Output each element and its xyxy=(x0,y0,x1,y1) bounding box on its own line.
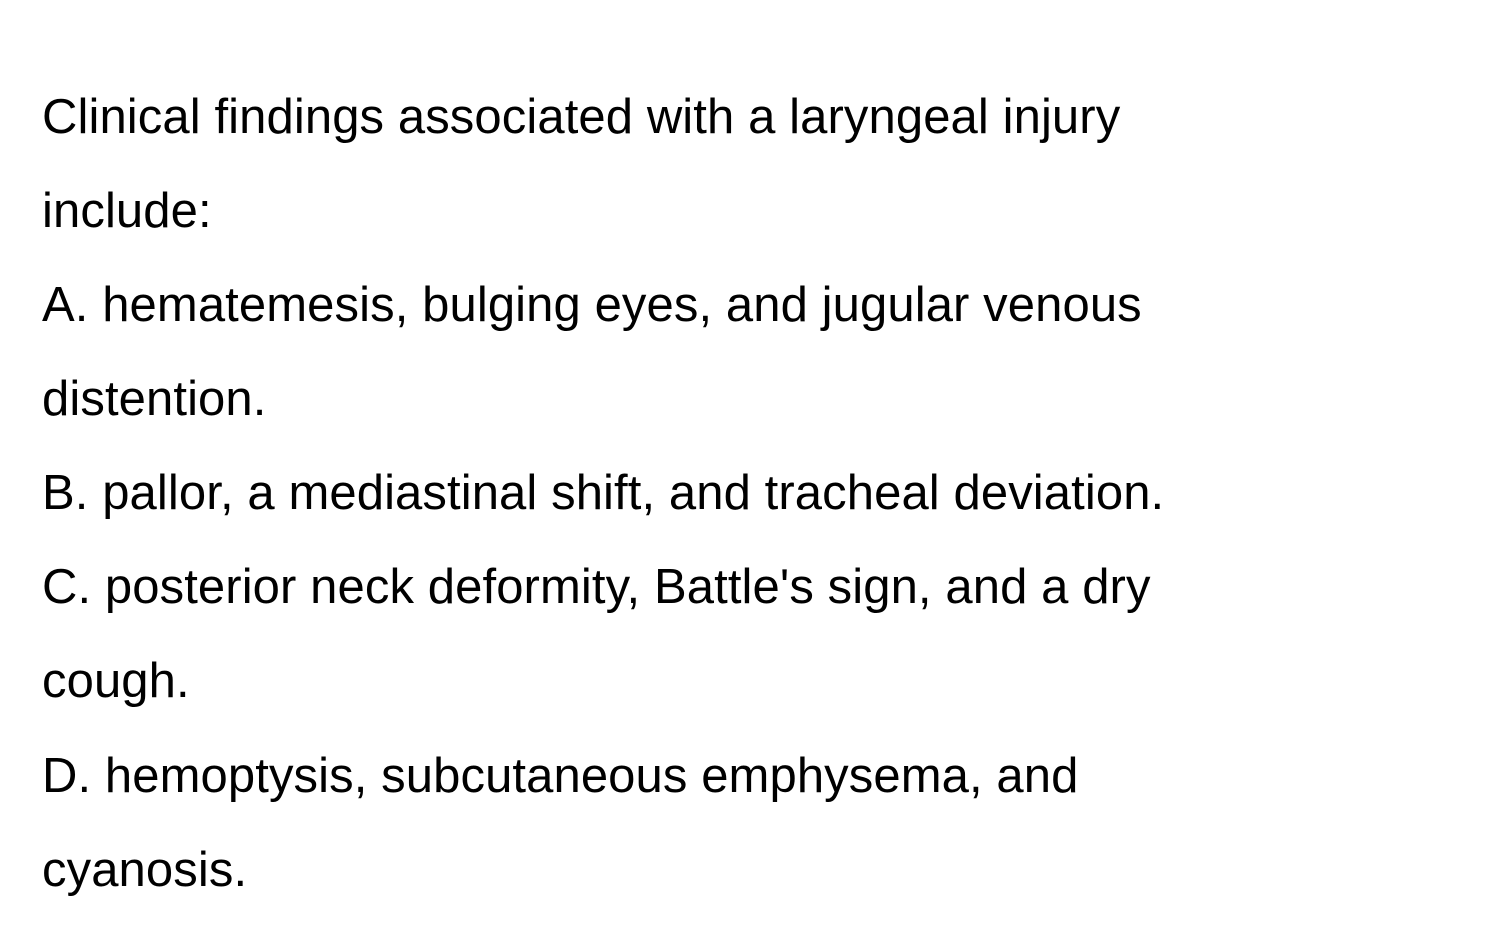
question-stem-line-2: include: xyxy=(42,184,212,238)
question-text-block: Clinical findings associated with a lary… xyxy=(42,70,1458,917)
question-container: Clinical findings associated with a lary… xyxy=(0,0,1500,917)
option-d-line-2: cyanosis. xyxy=(42,843,247,897)
option-c-line-1: C. posterior neck deformity, Battle's si… xyxy=(42,560,1151,614)
question-stem-line-1: Clinical findings associated with a lary… xyxy=(42,90,1120,144)
option-b: B. pallor, a mediastinal shift, and trac… xyxy=(42,466,1164,520)
option-a-line-2: distention. xyxy=(42,372,266,426)
option-c-line-2: cough. xyxy=(42,654,190,708)
option-a-line-1: A. hematemesis, bulging eyes, and jugula… xyxy=(42,278,1142,332)
option-d-line-1: D. hemoptysis, subcutaneous emphysema, a… xyxy=(42,749,1078,803)
